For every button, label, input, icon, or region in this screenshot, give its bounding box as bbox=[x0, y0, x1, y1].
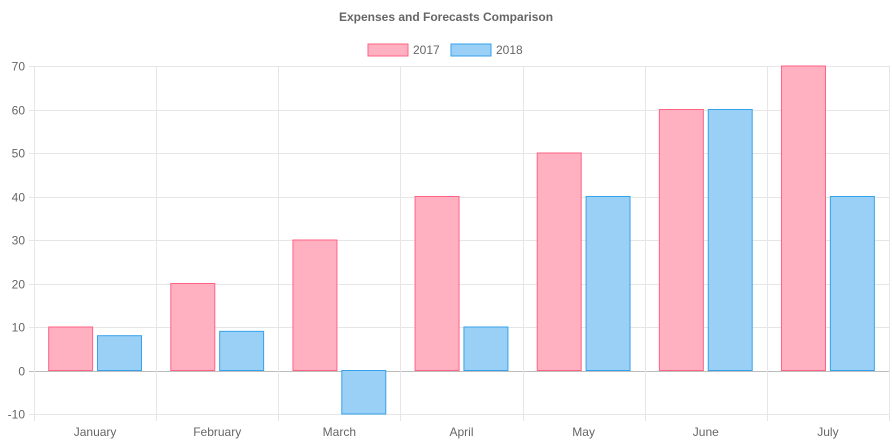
bar-2017-june[interactable] bbox=[658, 109, 704, 371]
legend-swatch-2018 bbox=[450, 43, 492, 57]
y-tick-label: 50 bbox=[12, 147, 26, 161]
bar-2018-february[interactable] bbox=[219, 330, 265, 372]
bar-2017-january[interactable] bbox=[48, 326, 94, 371]
x-tick-label: February bbox=[193, 425, 241, 439]
chart-title: Expenses and Forecasts Comparison bbox=[339, 10, 553, 24]
bar-2017-march[interactable] bbox=[292, 239, 338, 371]
legend: 2017 2018 bbox=[367, 43, 523, 57]
bar-2018-march[interactable] bbox=[341, 370, 387, 415]
bar-2018-may[interactable] bbox=[585, 196, 631, 371]
y-tick-label: 30 bbox=[12, 234, 26, 248]
y-axis: -10 0 10 20 30 40 50 60 70 bbox=[8, 60, 26, 422]
y-tick-label: 40 bbox=[12, 191, 26, 205]
x-tick-label: May bbox=[572, 425, 595, 439]
x-tick-label: January bbox=[74, 425, 117, 439]
x-tick-label: April bbox=[449, 425, 473, 439]
y-tick-label: 20 bbox=[12, 278, 26, 292]
y-tick-label: 10 bbox=[12, 321, 26, 335]
y-tick-label: 60 bbox=[12, 104, 26, 118]
bar-2018-april[interactable] bbox=[463, 326, 509, 371]
legend-item-2018[interactable]: 2018 bbox=[450, 43, 523, 57]
bar-2017-july[interactable] bbox=[781, 65, 826, 371]
x-axis: January February March April May June July bbox=[74, 425, 839, 439]
y-tick-label: 0 bbox=[18, 365, 25, 379]
y-tick-label: -10 bbox=[8, 408, 26, 422]
x-tick-label: June bbox=[693, 425, 719, 439]
bar-2017-may[interactable] bbox=[536, 152, 582, 371]
legend-label-2018: 2018 bbox=[496, 43, 523, 57]
x-tick-label: March bbox=[323, 425, 356, 439]
bar-2018-january[interactable] bbox=[97, 335, 142, 372]
bar-2018-july[interactable] bbox=[829, 196, 875, 371]
legend-item-2017[interactable]: 2017 bbox=[367, 43, 440, 57]
bar-2017-april[interactable] bbox=[414, 196, 460, 371]
legend-swatch-2017 bbox=[367, 43, 409, 57]
bars bbox=[48, 65, 875, 415]
y-tick-label: 70 bbox=[12, 60, 26, 74]
legend-label-2017: 2017 bbox=[413, 43, 440, 57]
x-tick-label: July bbox=[817, 425, 838, 439]
bar-2017-february[interactable] bbox=[170, 283, 216, 371]
bar-2018-june[interactable] bbox=[707, 109, 753, 371]
